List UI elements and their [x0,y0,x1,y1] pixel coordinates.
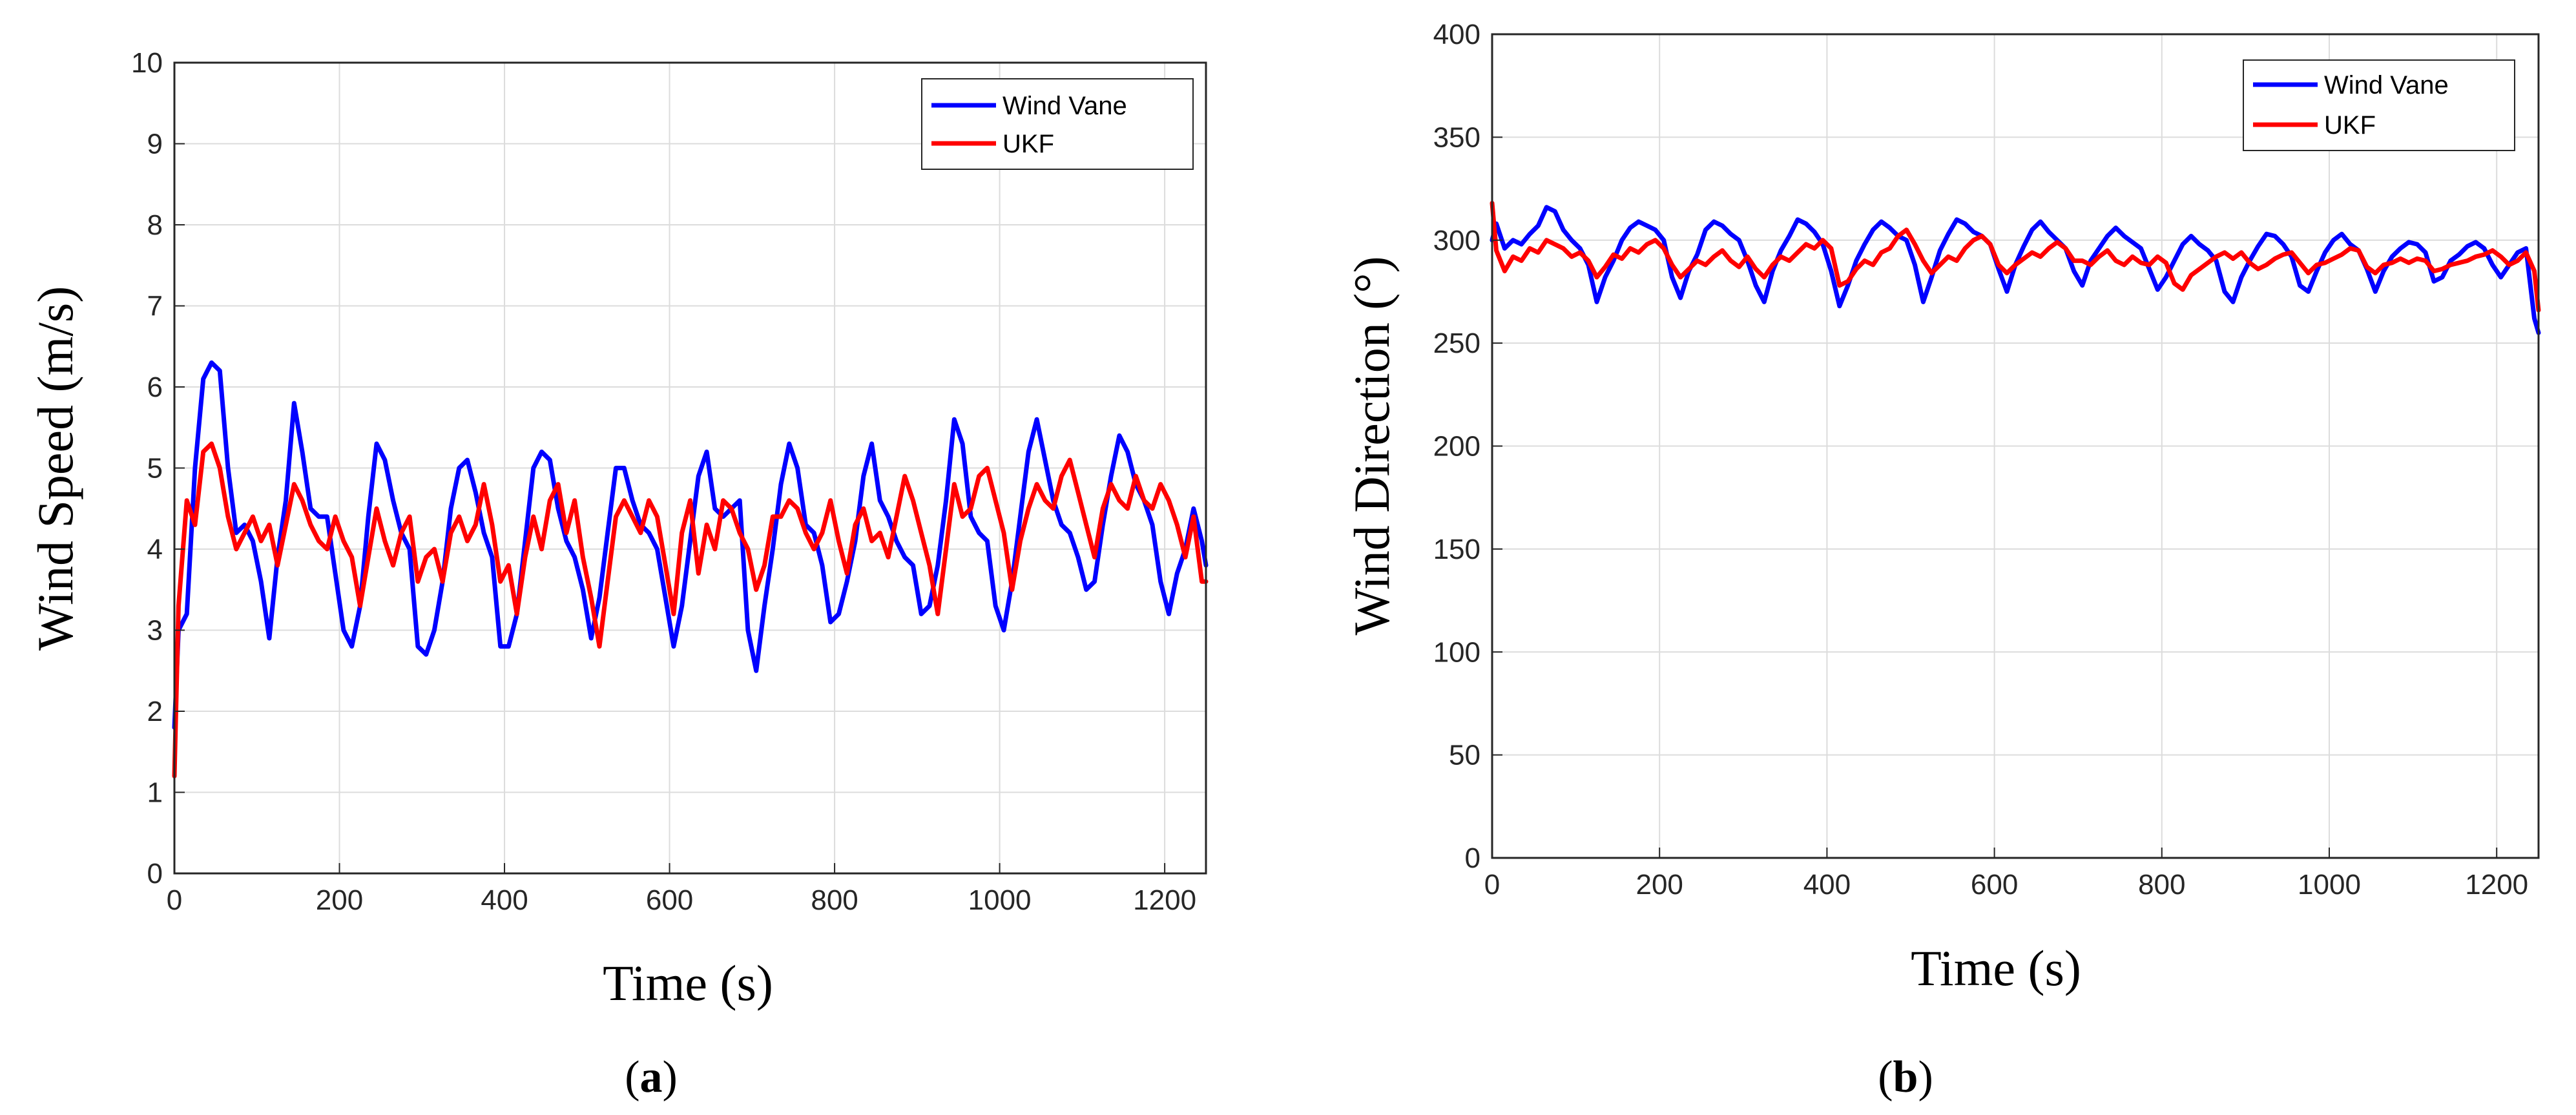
y-tick-label: 9 [147,129,163,160]
y-tick-label: 50 [1449,740,1480,771]
x-tick-label: 200 [316,884,363,916]
y-tick-label: 350 [1433,121,1480,153]
y-tick-label: 5 [147,453,163,485]
x-axis-label-b: Time (s) [1911,940,2081,996]
x-tick-label: 1200 [1133,884,1196,916]
grid-b [1491,34,2539,859]
legend-box-a [921,78,1194,170]
y-axis-label-a: Wind Speed (m/s) [27,286,83,651]
chart-panel-b: 0 200 400 600 800 1000 1200 0 50 100 150 200 250 300 3… [1344,19,2541,1102]
x-tick-label: 1200 [2465,869,2528,901]
series-group-a [172,360,1209,778]
legend-label-wind-vane-a: Wind Vane [1002,92,1127,120]
chart-panel-a: 0 200 400 600 800 1000 1200 0 1 2 3 4 5 6 7 8 9 10 Wind V… [27,47,1209,1102]
panel-label-b: (b) [1878,1052,1933,1102]
y-tick-label: 300 [1433,225,1480,256]
ticks-a: 0 200 400 600 800 1000 1200 0 1 2 3 4 5 6 7 8 9 10 [131,47,1196,916]
y-tick-label: 7 [147,291,163,322]
y-tick-label: 4 [147,534,163,565]
x-tick-label: 800 [811,884,858,916]
y-tick-label: 0 [1465,842,1480,874]
y-tick-label: 250 [1433,328,1480,359]
legend-box-b [2243,59,2515,151]
y-tick-label: 150 [1433,534,1480,565]
x-tick-label: 800 [2138,869,2185,901]
y-tick-label: 0 [147,858,163,890]
legend-label-ukf-b: UKF [2324,111,2376,140]
x-tick-label: 600 [1971,869,2018,901]
x-tick-label: 600 [646,884,693,916]
y-tick-label: 8 [147,209,163,241]
y-tick-label: 6 [147,371,163,403]
y-axis-label-b: Wind Direction (°) [1344,256,1400,636]
x-tick-label: 0 [167,884,182,916]
y-tick-label: 10 [131,47,163,79]
series-group-b [1490,200,2541,335]
y-tick-label: 100 [1433,636,1480,668]
x-tick-label: 400 [1803,869,1851,901]
legend-label-wind-vane-b: Wind Vane [2324,71,2449,99]
x-tick-label: 0 [1484,869,1500,901]
y-tick-label: 2 [147,696,163,727]
y-tick-label: 1 [147,777,163,809]
series-line-ukf [172,441,1209,778]
panel-label-a: (a) [625,1052,678,1102]
y-tick-label: 200 [1433,431,1480,463]
series-line-wind-vane [172,360,1209,730]
series-line-ukf [1490,200,2541,313]
x-axis-label-a: Time (s) [603,955,773,1011]
x-tick-label: 1000 [968,884,1032,916]
x-tick-label: 1000 [2298,869,2361,901]
x-tick-label: 200 [1636,869,1683,901]
panel-letter-b: b [1893,1052,1918,1102]
y-tick-label: 400 [1433,19,1480,50]
legend-a: Wind Vane UKF [921,78,1194,170]
x-tick-label: 400 [481,884,528,916]
panel-letter-a: a [640,1052,663,1102]
y-tick-label: 3 [147,615,163,647]
legend-label-ukf-a: UKF [1002,130,1054,158]
legend-b: Wind Vane UKF [2243,59,2515,151]
ticks-b: 0 200 400 600 800 1000 1200 0 50 100 150 200 250 300 3… [1433,19,2529,901]
